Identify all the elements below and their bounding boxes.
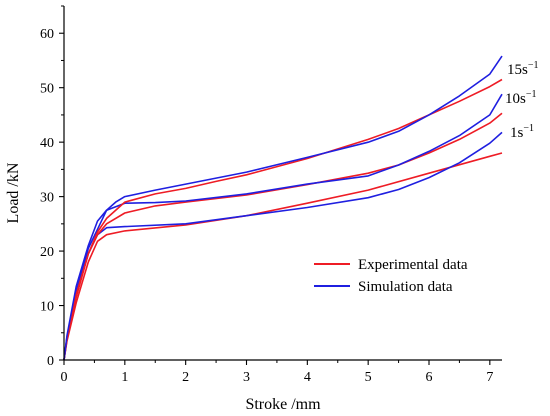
- y-tick-label: 30: [40, 191, 54, 206]
- simulation-curve-15s-1: [63, 55, 503, 361]
- rate-label-exponent: −1: [523, 123, 534, 134]
- rate-label-exponent: −1: [528, 60, 539, 71]
- rate-label-base: 15s: [507, 62, 528, 78]
- rate-label-base: 10s: [505, 91, 526, 107]
- simulation-curve-1s-1: [63, 131, 503, 361]
- y-tick-label: 50: [40, 82, 54, 97]
- simulation-curve-10s-1: [63, 93, 503, 361]
- x-tick-label: 1: [121, 370, 128, 385]
- y-tick-label: 40: [40, 136, 54, 151]
- curves-layer: [63, 55, 503, 361]
- x-ticks: 0 1 2 3 4 5 6 7: [61, 360, 493, 385]
- x-tick-label: 6: [426, 370, 433, 385]
- x-tick-label: 3: [243, 370, 250, 385]
- x-tick-label: 7: [486, 370, 493, 385]
- experimental-curve-1s-1: [63, 152, 503, 361]
- experimental-curve-15s-1: [63, 78, 503, 361]
- y-tick-label: 10: [40, 300, 54, 315]
- legend-label: Experimental data: [358, 257, 468, 273]
- x-tick-label: 2: [182, 370, 189, 385]
- y-axis-title: Load /kN: [5, 162, 22, 223]
- rate-label: 15s−1: [507, 60, 538, 78]
- y-ticks: 0 10 20 30 40 50 60: [40, 5, 64, 369]
- experimental-curve-10s-1: [63, 112, 503, 361]
- x-tick-label: 0: [61, 370, 68, 385]
- rate-label-base: 1s: [510, 125, 524, 141]
- rate-label: 10s−1: [505, 89, 536, 107]
- y-tick-label: 60: [40, 27, 54, 42]
- x-tick-label: 5: [365, 370, 372, 385]
- axes-layer: [63, 6, 502, 361]
- legend-label: Simulation data: [358, 279, 453, 295]
- x-axis-title: Stroke /mm: [245, 396, 321, 413]
- rate-label: 1s−1: [510, 123, 534, 141]
- rate-label-exponent: −1: [526, 89, 537, 100]
- y-tick-label: 20: [40, 245, 54, 260]
- y-tick-label: 0: [47, 354, 54, 369]
- legend: Experimental data Simulation data: [314, 257, 468, 295]
- x-tick-label: 4: [304, 370, 311, 385]
